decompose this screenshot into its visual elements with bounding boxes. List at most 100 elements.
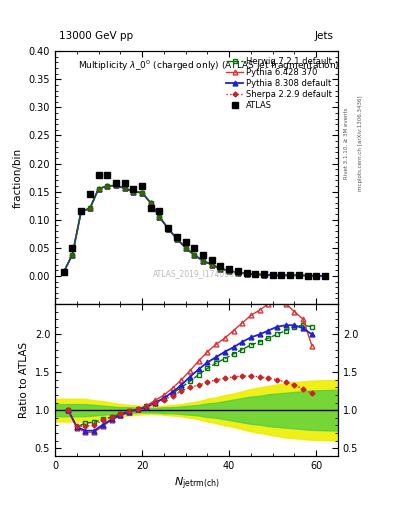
ATLAS <box>209 257 214 263</box>
Line: ATLAS: ATLAS <box>61 172 328 279</box>
Pythia 6.428 370 <box>79 208 83 215</box>
Herwig 7.2.1 default <box>166 226 171 232</box>
Pythia 8.308 default <box>105 183 110 189</box>
Pythia 6.428 370 <box>70 251 75 258</box>
ATLAS <box>305 272 310 279</box>
Sherpa 2.2.9 default <box>323 273 327 279</box>
Pythia 8.308 default <box>279 272 284 279</box>
ATLAS <box>192 245 196 251</box>
Sherpa 2.2.9 default <box>209 262 214 268</box>
Text: ATLAS_2019_I1740909: ATLAS_2019_I1740909 <box>153 269 240 278</box>
Line: Sherpa 2.2.9 default: Sherpa 2.2.9 default <box>62 184 327 278</box>
ATLAS <box>270 272 275 278</box>
Pythia 8.308 default <box>157 214 162 220</box>
Pythia 6.428 370 <box>253 271 258 278</box>
Pythia 6.428 370 <box>122 185 127 191</box>
Pythia 8.308 default <box>201 258 206 264</box>
Pythia 8.308 default <box>88 205 92 211</box>
Pythia 6.428 370 <box>157 214 162 220</box>
Sherpa 2.2.9 default <box>96 186 101 192</box>
Herwig 7.2.1 default <box>235 269 240 275</box>
Herwig 7.2.1 default <box>79 208 83 215</box>
Pythia 6.428 370 <box>218 266 223 272</box>
ATLAS <box>157 208 162 215</box>
Sherpa 2.2.9 default <box>279 272 284 279</box>
Pythia 6.428 370 <box>244 270 249 276</box>
Herwig 7.2.1 default <box>140 189 145 196</box>
Pythia 8.308 default <box>235 269 240 275</box>
Sherpa 2.2.9 default <box>235 269 240 275</box>
Pythia 6.428 370 <box>314 273 319 279</box>
Pythia 6.428 370 <box>149 200 153 206</box>
Sherpa 2.2.9 default <box>122 185 127 191</box>
Line: Pythia 8.308 default: Pythia 8.308 default <box>61 183 327 279</box>
Pythia 8.308 default <box>70 251 75 258</box>
Herwig 7.2.1 default <box>157 214 162 220</box>
Sherpa 2.2.9 default <box>288 272 292 279</box>
Pythia 8.308 default <box>140 189 145 196</box>
ATLAS <box>218 263 223 269</box>
Pythia 8.308 default <box>253 271 258 278</box>
Line: Pythia 6.428 370: Pythia 6.428 370 <box>61 183 327 279</box>
Sherpa 2.2.9 default <box>218 266 223 272</box>
Y-axis label: Ratio to ATLAS: Ratio to ATLAS <box>19 342 29 418</box>
Sherpa 2.2.9 default <box>131 188 136 195</box>
ATLAS <box>105 172 110 178</box>
Herwig 7.2.1 default <box>262 272 266 278</box>
Text: Multiplicity $\lambda\_0^0$ (charged only) (ATLAS jet fragmentation): Multiplicity $\lambda\_0^0$ (charged onl… <box>78 59 340 73</box>
ATLAS <box>296 272 301 279</box>
Herwig 7.2.1 default <box>270 272 275 279</box>
ATLAS <box>140 183 145 189</box>
Y-axis label: fraction/bin: fraction/bin <box>13 147 23 208</box>
Line: Herwig 7.2.1 default: Herwig 7.2.1 default <box>61 183 327 279</box>
Sherpa 2.2.9 default <box>105 183 110 189</box>
Pythia 6.428 370 <box>166 226 171 232</box>
Pythia 8.308 default <box>192 252 196 258</box>
Text: 13000 GeV pp: 13000 GeV pp <box>59 31 133 41</box>
Herwig 7.2.1 default <box>218 266 223 272</box>
Sherpa 2.2.9 default <box>61 269 66 275</box>
ATLAS <box>122 180 127 186</box>
Text: Rivet 3.1.10, ≥ 3M events: Rivet 3.1.10, ≥ 3M events <box>344 108 349 179</box>
Sherpa 2.2.9 default <box>174 236 179 242</box>
Pythia 8.308 default <box>122 185 127 191</box>
Pythia 6.428 370 <box>140 189 145 196</box>
Herwig 7.2.1 default <box>183 245 188 251</box>
ATLAS <box>88 191 92 198</box>
Pythia 6.428 370 <box>96 186 101 192</box>
ATLAS <box>114 180 118 186</box>
Herwig 7.2.1 default <box>96 186 101 192</box>
Herwig 7.2.1 default <box>253 271 258 278</box>
Herwig 7.2.1 default <box>174 236 179 242</box>
Pythia 6.428 370 <box>209 262 214 268</box>
Pythia 8.308 default <box>270 272 275 279</box>
ATLAS <box>323 273 327 279</box>
X-axis label: $N_{\mathrm{jetrm(ch)}}$: $N_{\mathrm{jetrm(ch)}}$ <box>174 476 219 493</box>
Herwig 7.2.1 default <box>244 270 249 276</box>
Herwig 7.2.1 default <box>227 268 231 274</box>
Herwig 7.2.1 default <box>192 252 196 258</box>
Pythia 6.428 370 <box>201 258 206 264</box>
Pythia 6.428 370 <box>61 269 66 275</box>
Herwig 7.2.1 default <box>279 272 284 279</box>
Pythia 6.428 370 <box>323 273 327 279</box>
Pythia 8.308 default <box>305 272 310 279</box>
Herwig 7.2.1 default <box>288 272 292 279</box>
Sherpa 2.2.9 default <box>192 252 196 258</box>
Pythia 6.428 370 <box>270 272 275 279</box>
ATLAS <box>253 270 258 276</box>
Pythia 8.308 default <box>262 272 266 278</box>
Legend: Herwig 7.2.1 default, Pythia 6.428 370, Pythia 8.308 default, Sherpa 2.2.9 defau: Herwig 7.2.1 default, Pythia 6.428 370, … <box>225 55 334 112</box>
Sherpa 2.2.9 default <box>314 273 319 279</box>
Herwig 7.2.1 default <box>61 269 66 275</box>
ATLAS <box>279 272 284 279</box>
Herwig 7.2.1 default <box>323 273 327 279</box>
ATLAS <box>70 245 75 251</box>
Sherpa 2.2.9 default <box>201 258 206 264</box>
Pythia 8.308 default <box>209 262 214 268</box>
Pythia 6.428 370 <box>174 236 179 242</box>
Pythia 8.308 default <box>323 273 327 279</box>
Herwig 7.2.1 default <box>149 200 153 206</box>
Text: mcplots.cern.ch [arXiv:1306.3436]: mcplots.cern.ch [arXiv:1306.3436] <box>358 96 363 191</box>
Pythia 8.308 default <box>61 269 66 275</box>
